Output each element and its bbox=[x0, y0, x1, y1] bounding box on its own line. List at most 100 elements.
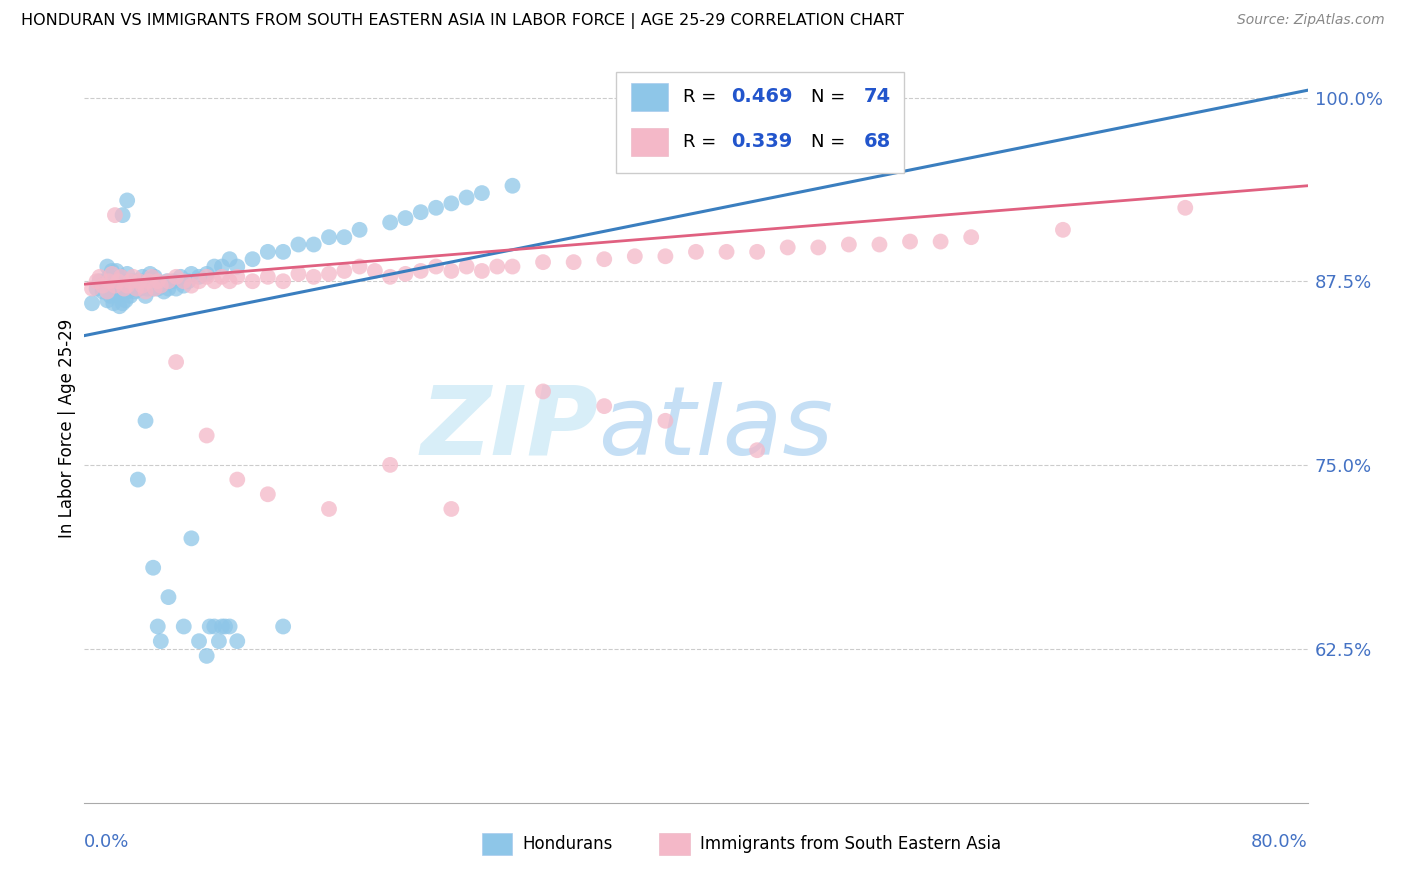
Point bbox=[226, 260, 249, 274]
Point bbox=[111, 208, 134, 222]
Point bbox=[211, 260, 233, 274]
Text: HONDURAN VS IMMIGRANTS FROM SOUTH EASTERN ASIA IN LABOR FORCE | AGE 25-29 CORREL: HONDURAN VS IMMIGRANTS FROM SOUTH EASTER… bbox=[21, 13, 904, 29]
Point bbox=[89, 269, 111, 284]
Point bbox=[97, 269, 120, 284]
Point bbox=[380, 215, 402, 229]
Text: Immigrants from South Eastern Asia: Immigrants from South Eastern Asia bbox=[700, 835, 1001, 853]
Text: Hondurans: Hondurans bbox=[522, 835, 613, 853]
Point bbox=[685, 244, 707, 259]
Point bbox=[138, 274, 160, 288]
Point bbox=[593, 252, 616, 267]
Point bbox=[562, 255, 585, 269]
FancyBboxPatch shape bbox=[631, 128, 668, 156]
Point bbox=[302, 237, 325, 252]
Point bbox=[364, 264, 387, 278]
Point bbox=[165, 269, 187, 284]
Point bbox=[115, 194, 138, 208]
Point bbox=[103, 296, 125, 310]
Point bbox=[838, 237, 860, 252]
Point bbox=[624, 249, 647, 263]
Point bbox=[115, 278, 138, 293]
Point bbox=[180, 532, 202, 546]
Point bbox=[271, 244, 294, 259]
Point bbox=[101, 264, 124, 278]
Point bbox=[214, 619, 236, 633]
Point bbox=[149, 634, 172, 648]
Point bbox=[173, 278, 195, 293]
Point bbox=[747, 244, 769, 259]
Point bbox=[333, 230, 356, 244]
Point bbox=[173, 619, 195, 633]
Text: ZIP: ZIP bbox=[420, 382, 598, 475]
Point bbox=[131, 269, 153, 284]
Point bbox=[120, 274, 142, 288]
Point bbox=[502, 260, 524, 274]
Point bbox=[257, 487, 280, 501]
Point bbox=[135, 289, 157, 303]
Point bbox=[162, 274, 184, 288]
Point bbox=[157, 274, 180, 288]
Point bbox=[318, 230, 340, 244]
Point bbox=[409, 205, 432, 219]
Point bbox=[318, 267, 340, 281]
Point bbox=[471, 186, 494, 200]
Text: 0.0%: 0.0% bbox=[84, 833, 129, 851]
Point bbox=[127, 473, 149, 487]
Point bbox=[157, 282, 180, 296]
Text: R =: R = bbox=[682, 133, 721, 151]
Point bbox=[195, 267, 218, 281]
Point bbox=[211, 269, 233, 284]
Point bbox=[333, 264, 356, 278]
Point bbox=[135, 285, 157, 299]
Y-axis label: In Labor Force | Age 25-29: In Labor Force | Age 25-29 bbox=[58, 318, 76, 538]
Text: 0.339: 0.339 bbox=[731, 132, 793, 152]
Point bbox=[349, 260, 371, 274]
Point bbox=[257, 244, 280, 259]
Point bbox=[114, 293, 136, 308]
Point bbox=[440, 264, 463, 278]
Point bbox=[104, 274, 127, 288]
Point bbox=[122, 269, 145, 284]
Point bbox=[202, 619, 225, 633]
Point bbox=[112, 282, 135, 296]
Point bbox=[107, 274, 129, 288]
Point bbox=[110, 269, 132, 284]
Point bbox=[898, 235, 921, 249]
Point bbox=[136, 282, 159, 296]
Point bbox=[257, 269, 280, 284]
Point bbox=[165, 355, 187, 369]
Point bbox=[141, 269, 163, 284]
Point bbox=[776, 240, 799, 254]
Point bbox=[146, 619, 169, 633]
Point bbox=[142, 282, 165, 296]
Point bbox=[139, 267, 162, 281]
Point bbox=[91, 278, 114, 293]
Point bbox=[425, 201, 447, 215]
Point bbox=[202, 260, 225, 274]
Point bbox=[86, 274, 108, 288]
Point bbox=[112, 274, 135, 288]
Point bbox=[960, 230, 983, 244]
Point bbox=[80, 296, 103, 310]
Point bbox=[146, 274, 169, 288]
Point bbox=[156, 274, 179, 288]
Point bbox=[409, 264, 432, 278]
Text: N =: N = bbox=[811, 133, 851, 151]
Point bbox=[188, 269, 211, 284]
Point bbox=[271, 274, 294, 288]
Point bbox=[202, 274, 225, 288]
Point bbox=[531, 384, 554, 399]
Point bbox=[124, 285, 146, 299]
Point bbox=[226, 634, 249, 648]
Point bbox=[138, 274, 160, 288]
Point bbox=[242, 252, 264, 267]
Point bbox=[195, 648, 218, 663]
Point bbox=[173, 274, 195, 288]
Point bbox=[110, 269, 132, 284]
Point bbox=[218, 274, 240, 288]
Point bbox=[97, 274, 120, 288]
Point bbox=[1174, 201, 1197, 215]
Point bbox=[157, 590, 180, 604]
Point bbox=[122, 282, 145, 296]
Point bbox=[486, 260, 509, 274]
